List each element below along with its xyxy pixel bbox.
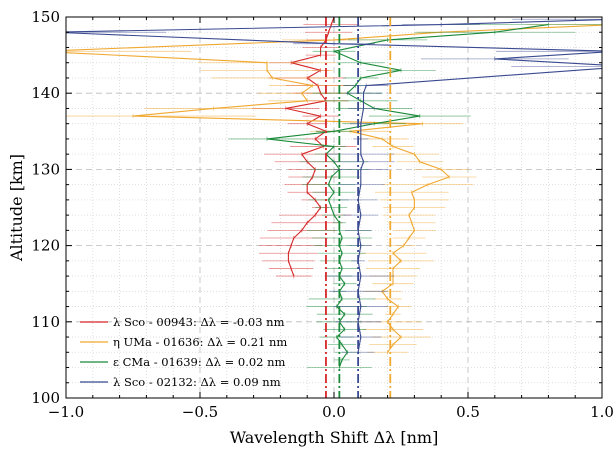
series-line xyxy=(66,19,602,353)
series-layer xyxy=(66,17,602,370)
y-tick-label: 150 xyxy=(31,8,60,26)
x-tick-label: 0.0 xyxy=(322,403,346,421)
y-tick-label: 100 xyxy=(31,389,60,407)
y-tick-label: 110 xyxy=(31,313,60,331)
x-tick-label: 1.0 xyxy=(590,403,614,421)
y-tick-label: 120 xyxy=(31,237,60,255)
y-tick-label: 130 xyxy=(31,160,60,178)
legend-label: η UMa - 01636: Δλ = 0.21 nm xyxy=(113,335,287,349)
legend-label: λ Sco - 00943: Δλ = -0.03 nm xyxy=(113,315,285,329)
series-line xyxy=(66,24,602,353)
x-axis-label: Wavelength Shift Δλ [nm] xyxy=(230,428,439,447)
ticks: −1.0 −0.5 0.0 0.5 1.0 100 110 120 130 140 150 xyxy=(31,8,614,421)
x-tick-label: 0.5 xyxy=(456,403,480,421)
legend: λ Sco - 00943: Δλ = -0.03 nm η UMa - 0163… xyxy=(80,315,287,389)
mean-lines xyxy=(325,17,392,398)
series-line xyxy=(266,24,549,368)
y-axis-label: Altitude [km] xyxy=(7,154,26,262)
legend-label: λ Sco - 02132: Δλ = 0.09 nm xyxy=(113,375,281,389)
legend-label: ε CMa - 01639: Δλ = 0.02 nm xyxy=(113,355,286,369)
x-tick-label: −1.0 xyxy=(48,403,84,421)
x-tick-label: −0.5 xyxy=(182,403,218,421)
y-tick-label: 140 xyxy=(31,84,60,102)
